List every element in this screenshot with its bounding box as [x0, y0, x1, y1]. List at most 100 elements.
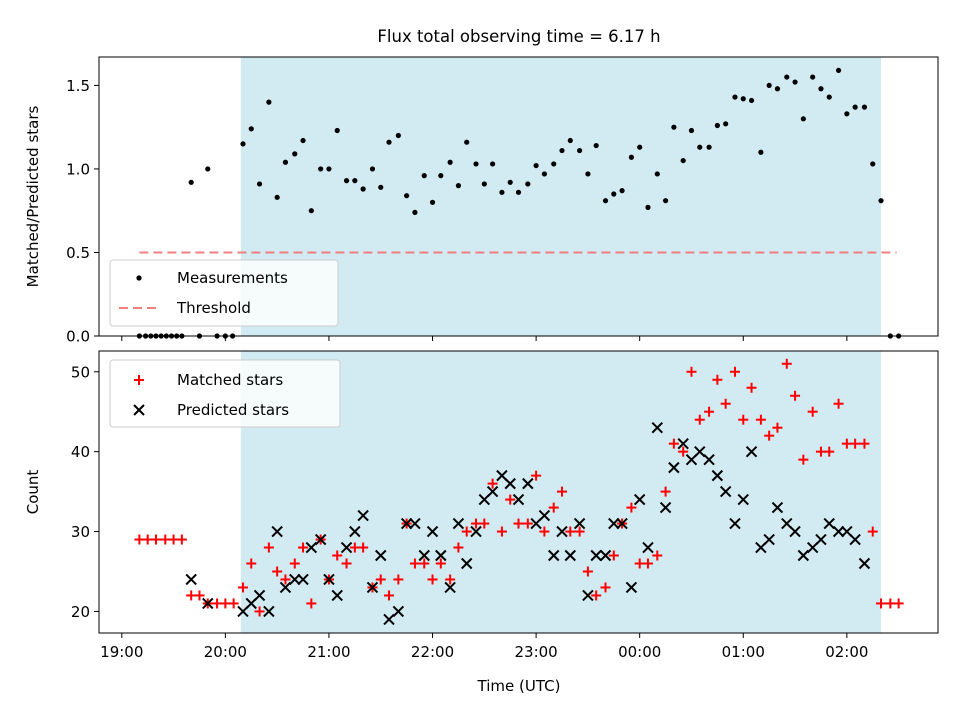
predicted-point-b	[858, 557, 871, 570]
x-tick-label: 21:00	[307, 643, 350, 661]
measurement-point	[870, 161, 876, 167]
matched-point	[652, 550, 663, 561]
matched-point	[746, 382, 757, 393]
measurement-point	[266, 99, 272, 105]
measurement-point	[308, 208, 314, 214]
predicted-point	[668, 461, 680, 474]
predicted-point-b	[556, 525, 568, 538]
measurement-point	[593, 142, 599, 149]
matched-point	[694, 414, 705, 425]
matched-point	[150, 534, 161, 545]
matched-point	[332, 550, 343, 561]
matched-point	[608, 550, 619, 561]
matched-point	[824, 446, 835, 457]
legend-measurement-label: Measurements	[177, 269, 288, 287]
predicted-point-b	[625, 581, 638, 594]
measurement-point	[844, 111, 850, 117]
matched-point	[660, 486, 671, 497]
predicted-point-b	[185, 573, 197, 586]
legend-box	[109, 259, 339, 327]
matched-point	[781, 358, 792, 369]
matched-point	[798, 454, 809, 465]
measurement-point	[602, 198, 609, 204]
matched-point	[668, 438, 679, 449]
measurement-point	[352, 178, 358, 184]
matched-point	[678, 446, 689, 457]
predicted-point-b	[314, 533, 327, 546]
matched-point	[720, 398, 731, 409]
measurement-point	[343, 178, 350, 184]
predicted-point-b	[564, 549, 576, 562]
predicted-point-b	[331, 589, 343, 602]
predicted-point-b	[616, 517, 628, 530]
matched-point	[876, 598, 887, 609]
measurement-point	[637, 144, 643, 150]
predicted-point	[832, 525, 845, 538]
predicted-point	[719, 485, 732, 498]
measurement-point	[792, 79, 798, 85]
predicted-point	[331, 589, 343, 602]
axes-frame	[98, 350, 939, 634]
predicted-point-b	[340, 541, 353, 554]
predicted-point-b	[418, 549, 430, 562]
predicted-point	[849, 533, 861, 546]
measurement-point	[541, 171, 547, 177]
predicted-point-b	[642, 541, 654, 554]
predicted-point-b	[305, 541, 318, 554]
predicted-point	[504, 477, 516, 490]
predicted-point-b	[496, 469, 508, 482]
measurement-point	[447, 159, 453, 165]
predicted-point	[823, 517, 835, 530]
predicted-point	[461, 557, 473, 570]
measurement-point	[360, 186, 366, 192]
predicted-point-b	[409, 517, 421, 530]
predicted-point	[522, 477, 534, 490]
measurement-point	[559, 147, 565, 154]
x-tick-label: 00:00	[618, 643, 661, 661]
predicted-point	[564, 549, 576, 562]
measurement-point	[421, 173, 427, 179]
measurement-point	[455, 183, 462, 189]
matched-point	[755, 414, 766, 425]
axes-frame	[98, 56, 939, 337]
predicted-point	[677, 437, 689, 450]
matched-point	[859, 438, 870, 449]
matched-point	[237, 582, 248, 593]
chart-title: Flux total observing time = 6.17 h	[377, 27, 660, 46]
count-panel: 20 30 40 50 19:00 20:00 21:00 22:00 23:00 00:00 01…	[24, 350, 939, 661]
matched-point	[850, 438, 861, 449]
legend-measurement-marker	[136, 275, 142, 281]
predicted-point	[409, 517, 421, 530]
legend-predicted-marker	[133, 404, 145, 416]
predicted-point-b	[271, 525, 283, 538]
measurement-point	[318, 166, 324, 172]
matched-point	[807, 406, 818, 417]
matched-point	[393, 574, 404, 585]
measurement-point	[481, 181, 487, 187]
measurement-point	[386, 139, 392, 145]
predicted-point-b	[400, 517, 413, 530]
predicted-point	[729, 517, 741, 530]
predicted-point	[435, 549, 447, 562]
predicted-point-b	[651, 421, 664, 434]
matched-point	[729, 366, 740, 377]
matched-point	[419, 558, 430, 569]
measurement-point	[507, 179, 513, 185]
measurement-point	[282, 159, 289, 165]
predicted-point-b	[763, 533, 775, 546]
predicted-point-b	[659, 501, 672, 514]
predicted-point-b	[323, 573, 335, 586]
predicted-point	[538, 509, 551, 522]
measurement-point	[464, 139, 470, 145]
measurement-point	[688, 127, 695, 134]
x-tick-label: 23:00	[514, 643, 557, 661]
matched-point	[893, 598, 904, 609]
predicted-point	[202, 597, 214, 610]
measurement-point	[818, 86, 824, 92]
measurement-point	[800, 116, 806, 122]
predicted-point	[185, 573, 197, 586]
measurement-point	[533, 162, 539, 169]
matched-point	[487, 478, 498, 489]
matched-point	[453, 542, 464, 553]
predicted-point	[470, 525, 482, 538]
